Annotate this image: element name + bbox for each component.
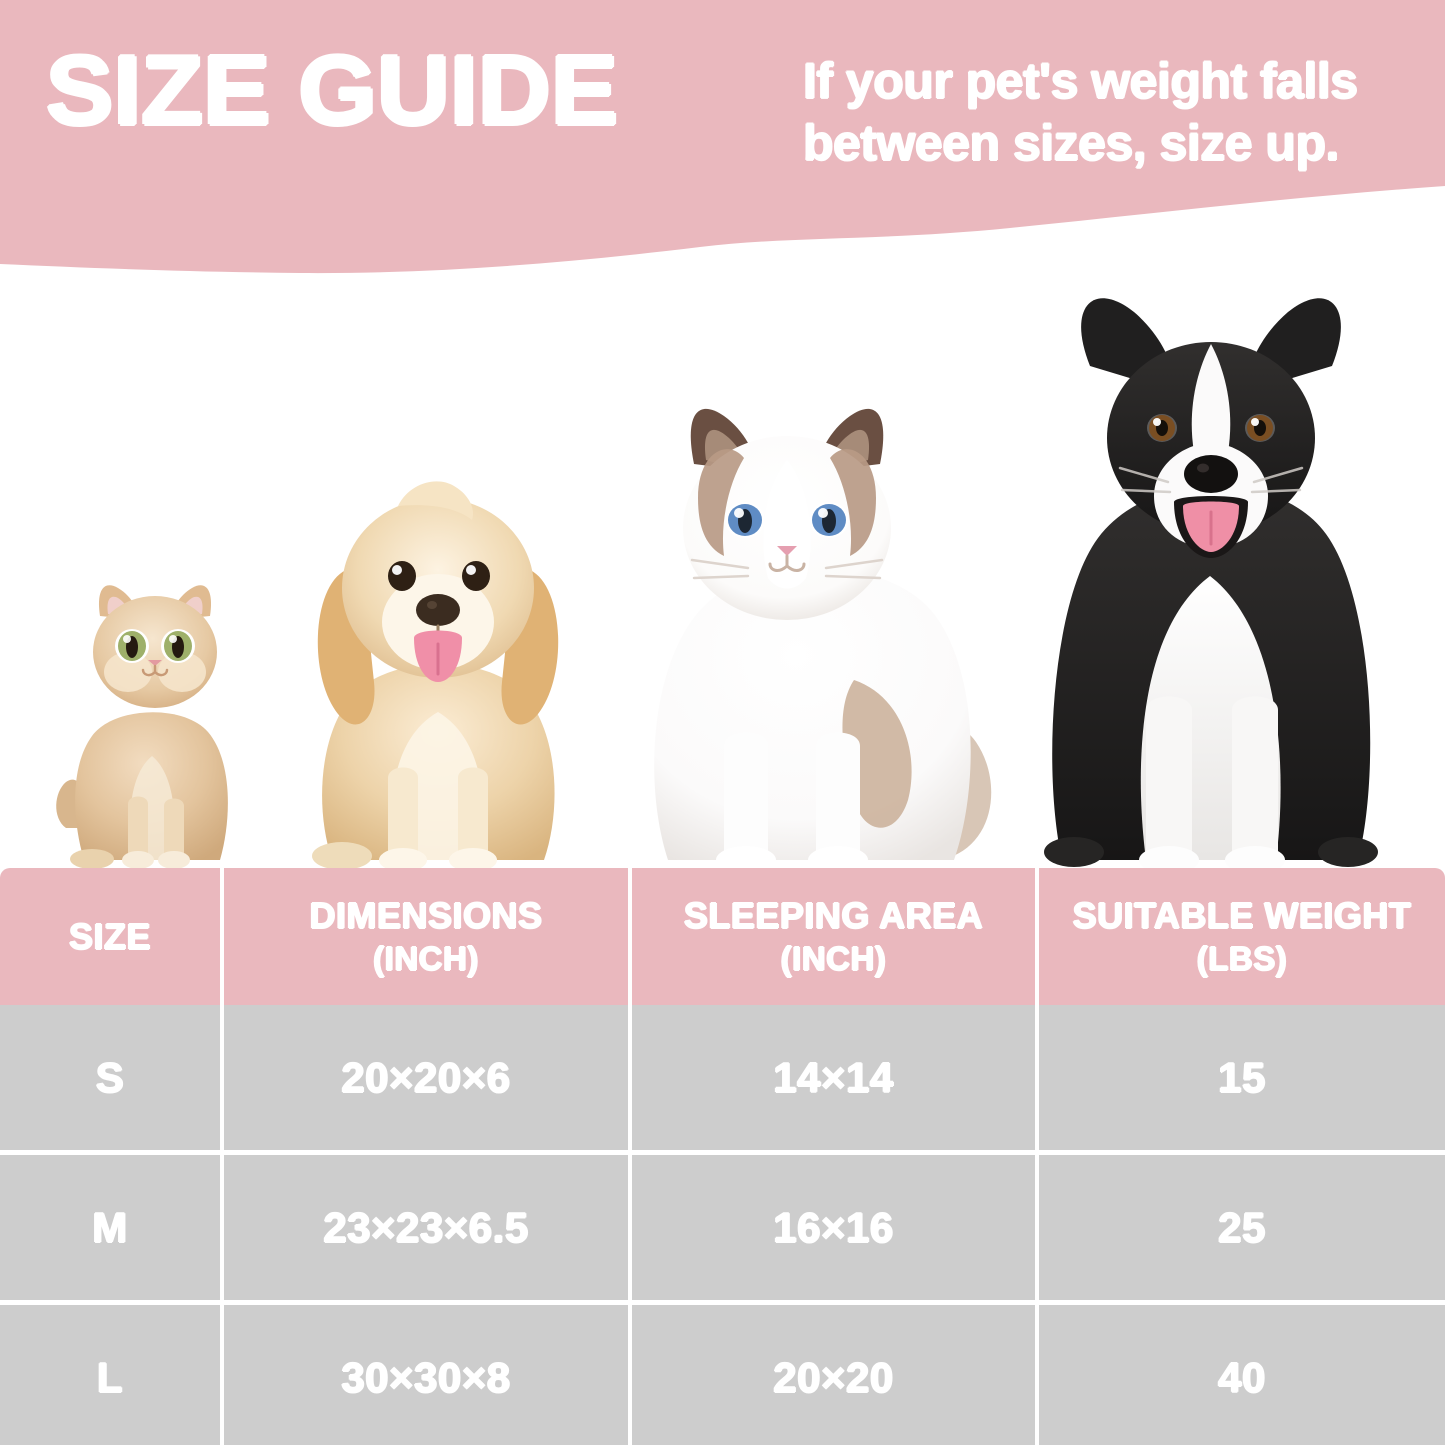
pet-size-comparison-row	[0, 230, 1445, 870]
pet-golden-shorthair-cat	[48, 560, 258, 870]
cell-size: M	[92, 1203, 128, 1251]
table-header-size-title: SIZE	[68, 915, 151, 957]
table-row: S 20×20×6 14×14 15	[0, 1005, 1445, 1150]
table-header-suitable-weight: SUITABLE WEIGHT (LBS)	[1035, 868, 1445, 1005]
cell-suitable-weight: 15	[1035, 1005, 1445, 1150]
page-title: SIZE GUIDE	[46, 35, 619, 145]
table-header-sleeping-area-unit: (INCH)	[780, 939, 887, 977]
header-subtitle-line-2: between sizes, size up.	[803, 115, 1339, 171]
table-header-row: SIZE DIMENSIONS (INCH) SLEEPING AREA (IN…	[0, 868, 1445, 1005]
cell-dimensions: 23×23×6.5	[220, 1155, 628, 1300]
cell-sleeping-area: 20×20	[628, 1305, 1035, 1450]
cell-suitable-weight: 40	[1035, 1305, 1445, 1450]
pet-ragdoll-cat	[628, 380, 1006, 870]
pet-havanese-puppy	[292, 460, 584, 870]
banner-wave-shape	[0, 0, 1445, 274]
table-header-sleeping-area: SLEEPING AREA (INCH)	[628, 868, 1035, 1005]
table-header-dimensions: DIMENSIONS (INCH)	[220, 868, 628, 1005]
table-header-suitable-weight-title: SUITABLE WEIGHT	[1072, 894, 1412, 936]
header-banner: SIZE GUIDE If your pet's weight falls be…	[0, 0, 1445, 290]
table-row: M 23×23×6.5 16×16 25	[0, 1150, 1445, 1300]
table-header-dimensions-unit: (INCH)	[373, 939, 479, 977]
cell-dimensions: 20×20×6	[220, 1005, 628, 1150]
cell-size: L	[96, 1353, 124, 1401]
cell-dimensions: 30×30×8	[220, 1305, 628, 1450]
table-header-sleeping-area-title: SLEEPING AREA	[683, 894, 984, 936]
table-body: S 20×20×6 14×14 15 M 23×23×6.5 16×16 25 …	[0, 1005, 1445, 1450]
cell-sleeping-area: 14×14	[628, 1005, 1035, 1150]
size-guide-table: SIZE DIMENSIONS (INCH) SLEEPING AREA (IN…	[0, 868, 1445, 1450]
table-header-suitable-weight-unit: (LBS)	[1196, 939, 1288, 977]
cell-size: S	[95, 1053, 125, 1101]
table-row: L 30×30×8 20×20 40	[0, 1300, 1445, 1450]
table-header-dimensions-title: DIMENSIONS	[309, 894, 543, 936]
header-subtitle: If your pet's weight falls between sizes…	[803, 50, 1443, 174]
table-header-size: SIZE	[0, 868, 220, 1005]
cell-suitable-weight: 25	[1035, 1155, 1445, 1300]
cell-sleeping-area: 16×16	[628, 1155, 1035, 1300]
header-subtitle-line-1: If your pet's weight falls	[803, 53, 1358, 109]
pet-border-collie-dog	[1028, 270, 1394, 870]
